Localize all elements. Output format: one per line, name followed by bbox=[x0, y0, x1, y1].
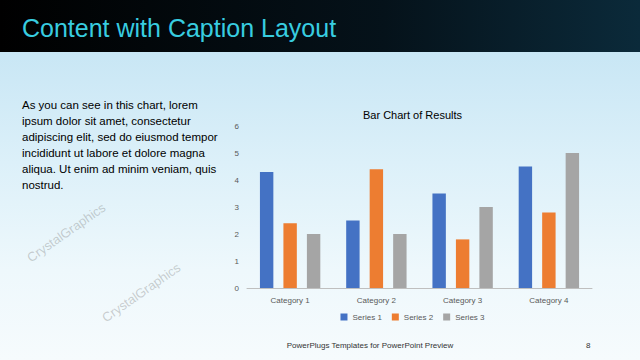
html-text:As you can see in this chart,: As you can see in this chart, lorem ipsu… bbox=[22, 99, 218, 191]
html-text:8: 8 bbox=[586, 341, 591, 350]
svg-text:4: 4 bbox=[235, 176, 240, 185]
svg-text:Series 1: Series 1 bbox=[352, 313, 382, 322]
svg-text:Category 1: Category 1 bbox=[271, 296, 311, 305]
svg-text:3: 3 bbox=[235, 203, 240, 212]
svg-text:0: 0 bbox=[235, 284, 240, 293]
svg-text:Category 2: Category 2 bbox=[357, 296, 397, 305]
svg-text:Series 3: Series 3 bbox=[455, 313, 485, 322]
svg-text:Category 3: Category 3 bbox=[443, 296, 483, 305]
svg-text:5: 5 bbox=[235, 149, 240, 158]
svg-text:6: 6 bbox=[235, 122, 240, 131]
html-text:PowerPlugs Templates for Power: PowerPlugs Templates for PowerPoint Prev… bbox=[286, 341, 454, 350]
html-text:CrystalGraphics: CrystalGraphics bbox=[99, 259, 184, 326]
svg-text:Category 4: Category 4 bbox=[529, 296, 569, 305]
svg-text:2: 2 bbox=[235, 230, 240, 239]
html-text:Content with Caption Layout: Content with Caption Layout bbox=[22, 14, 337, 42]
svg-text:Bar Chart of Results: Bar Chart of Results bbox=[363, 109, 463, 121]
svg-text:1: 1 bbox=[235, 257, 240, 266]
svg-text:Series 2: Series 2 bbox=[404, 313, 434, 322]
html-text:CrystalGraphics: CrystalGraphics bbox=[24, 199, 109, 266]
